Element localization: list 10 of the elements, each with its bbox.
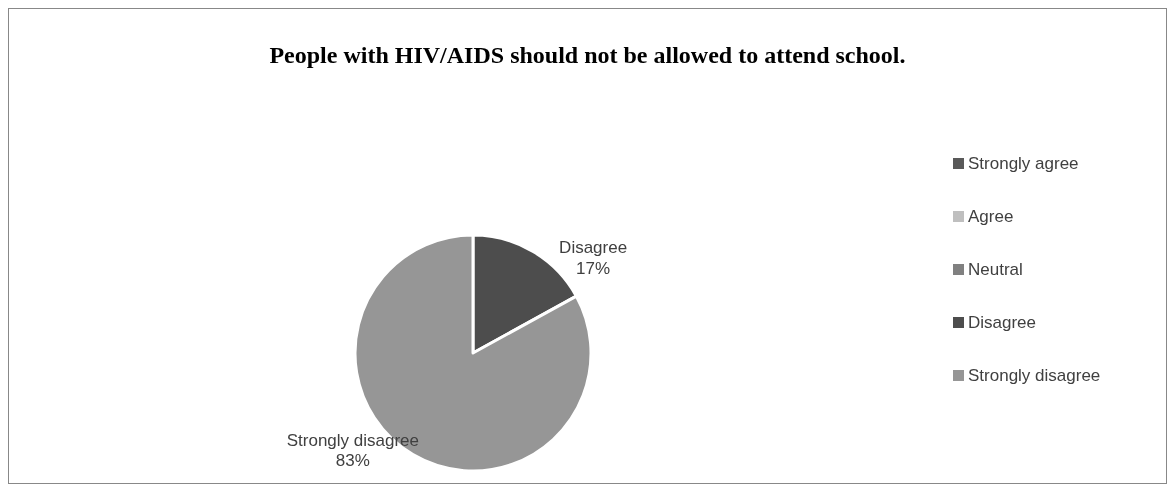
legend-label: Neutral [968,260,1023,279]
slice-label: Disagree [559,238,628,258]
chart-title: People with HIV/AIDS should not be allowed to attend school. [269,42,906,68]
legend-label: Strongly agree [968,154,1079,173]
legend-label: Disagree [968,313,1037,332]
legend-label: Agree [968,207,1014,226]
slice-label: Strongly disagree [286,431,420,451]
data-label: 17% [576,258,611,278]
data-label: 83% [335,451,370,471]
legend-label: Strongly disagree [968,366,1101,385]
